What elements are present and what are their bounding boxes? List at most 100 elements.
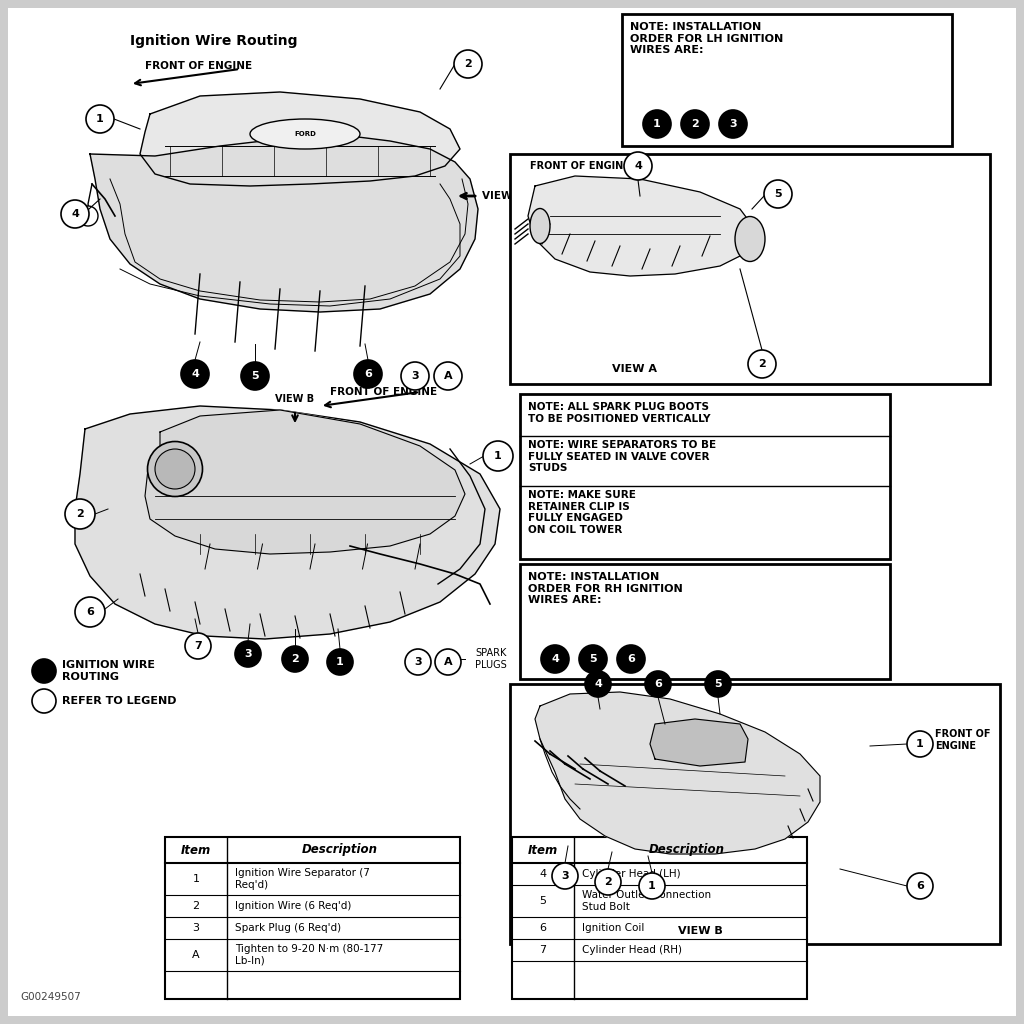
- Circle shape: [354, 360, 382, 388]
- Text: 4: 4: [540, 869, 547, 879]
- Text: 4: 4: [551, 654, 559, 664]
- Text: VIEW A: VIEW A: [612, 364, 657, 374]
- Text: 1: 1: [648, 881, 656, 891]
- Text: 2: 2: [193, 901, 200, 911]
- Polygon shape: [535, 692, 820, 854]
- Polygon shape: [650, 719, 748, 766]
- Text: 4: 4: [71, 209, 79, 219]
- Circle shape: [78, 206, 98, 226]
- Text: Item: Item: [528, 844, 558, 856]
- Circle shape: [907, 873, 933, 899]
- Circle shape: [406, 649, 431, 675]
- Text: A: A: [443, 657, 453, 667]
- Text: Description: Description: [302, 844, 378, 856]
- Text: 1: 1: [916, 739, 924, 749]
- Polygon shape: [90, 136, 478, 312]
- Text: 6: 6: [916, 881, 924, 891]
- Circle shape: [483, 441, 513, 471]
- Text: NOTE: INSTALLATION
ORDER FOR RH IGNITION
WIRES ARE:: NOTE: INSTALLATION ORDER FOR RH IGNITION…: [528, 572, 683, 605]
- Text: 3: 3: [244, 649, 252, 659]
- Text: 5: 5: [714, 679, 722, 689]
- Text: A: A: [443, 371, 453, 381]
- Text: 3: 3: [193, 923, 200, 933]
- Circle shape: [585, 671, 611, 697]
- Text: Cylinder Head (LH): Cylinder Head (LH): [582, 869, 681, 879]
- Circle shape: [748, 350, 776, 378]
- Text: 7: 7: [540, 945, 547, 955]
- Text: Tighten to 9-20 N·m (80-177
Lb-In): Tighten to 9-20 N·m (80-177 Lb-In): [234, 944, 383, 966]
- Circle shape: [764, 180, 792, 208]
- Circle shape: [434, 362, 462, 390]
- Circle shape: [541, 645, 569, 673]
- FancyBboxPatch shape: [520, 394, 890, 559]
- Circle shape: [185, 633, 211, 659]
- Text: IGNITION WIRE
ROUTING: IGNITION WIRE ROUTING: [62, 660, 155, 682]
- Text: G00249507: G00249507: [20, 992, 81, 1002]
- Text: FRONT OF ENGINE: FRONT OF ENGINE: [145, 61, 252, 71]
- Ellipse shape: [735, 216, 765, 261]
- FancyBboxPatch shape: [520, 564, 890, 679]
- Text: 3: 3: [729, 119, 737, 129]
- Text: 6: 6: [86, 607, 94, 617]
- Text: Description: Description: [649, 844, 725, 856]
- Text: 2: 2: [758, 359, 766, 369]
- Ellipse shape: [250, 119, 360, 150]
- Circle shape: [719, 110, 746, 138]
- Circle shape: [454, 50, 482, 78]
- Circle shape: [595, 869, 621, 895]
- Circle shape: [435, 649, 461, 675]
- Text: 4: 4: [634, 161, 642, 171]
- Text: NOTE: WIRE SEPARATORS TO BE
FULLY SEATED IN VALVE COVER
STUDS: NOTE: WIRE SEPARATORS TO BE FULLY SEATED…: [528, 440, 716, 473]
- Text: FRONT OF
ENGINE: FRONT OF ENGINE: [935, 729, 990, 751]
- Text: 5: 5: [540, 896, 547, 906]
- Text: 2: 2: [76, 509, 84, 519]
- FancyBboxPatch shape: [8, 8, 1016, 1016]
- Text: 7: 7: [195, 641, 202, 651]
- Text: Cylinder Head (RH): Cylinder Head (RH): [582, 945, 682, 955]
- Circle shape: [181, 360, 209, 388]
- Circle shape: [624, 152, 652, 180]
- Circle shape: [241, 362, 269, 390]
- Text: SPARK
PLUGS: SPARK PLUGS: [475, 648, 507, 670]
- Text: FRONT OF ENGINE: FRONT OF ENGINE: [330, 387, 437, 397]
- Text: 1: 1: [96, 114, 103, 124]
- Text: 6: 6: [540, 923, 547, 933]
- Text: 5: 5: [774, 189, 781, 199]
- Text: 3: 3: [412, 371, 419, 381]
- Text: 4: 4: [594, 679, 602, 689]
- Text: 2: 2: [604, 877, 612, 887]
- Circle shape: [639, 873, 665, 899]
- Text: NOTE: ALL SPARK PLUG BOOTS
TO BE POSITIONED VERTICALLY: NOTE: ALL SPARK PLUG BOOTS TO BE POSITIO…: [528, 402, 711, 424]
- Polygon shape: [528, 176, 755, 276]
- FancyBboxPatch shape: [165, 837, 460, 999]
- Text: VIEW B: VIEW B: [275, 394, 314, 404]
- Ellipse shape: [530, 209, 550, 244]
- Text: 1: 1: [653, 119, 660, 129]
- Circle shape: [907, 731, 933, 757]
- Circle shape: [61, 200, 89, 228]
- Text: NOTE: MAKE SURE
RETAINER CLIP IS
FULLY ENGAGED
ON COIL TOWER: NOTE: MAKE SURE RETAINER CLIP IS FULLY E…: [528, 490, 636, 535]
- Circle shape: [32, 689, 56, 713]
- Text: 1: 1: [495, 451, 502, 461]
- Text: 3: 3: [414, 657, 422, 667]
- Text: 6: 6: [627, 654, 635, 664]
- FancyBboxPatch shape: [512, 837, 807, 999]
- Text: Water Outlet Connection
Stud Bolt: Water Outlet Connection Stud Bolt: [582, 890, 711, 911]
- Ellipse shape: [147, 441, 203, 497]
- Circle shape: [643, 110, 671, 138]
- Circle shape: [705, 671, 731, 697]
- Circle shape: [681, 110, 709, 138]
- Circle shape: [32, 659, 56, 683]
- Circle shape: [579, 645, 607, 673]
- Polygon shape: [75, 406, 500, 639]
- Text: A: A: [193, 950, 200, 961]
- Text: Ignition Wire Routing: Ignition Wire Routing: [130, 34, 298, 48]
- Text: Ignition Wire Separator (7
Req'd): Ignition Wire Separator (7 Req'd): [234, 868, 370, 890]
- Text: 4: 4: [191, 369, 199, 379]
- Text: VIEW B: VIEW B: [678, 926, 722, 936]
- Circle shape: [552, 863, 578, 889]
- Text: Item: Item: [181, 844, 211, 856]
- Circle shape: [282, 646, 308, 672]
- Text: 3: 3: [561, 871, 568, 881]
- Text: Ignition Coil: Ignition Coil: [582, 923, 644, 933]
